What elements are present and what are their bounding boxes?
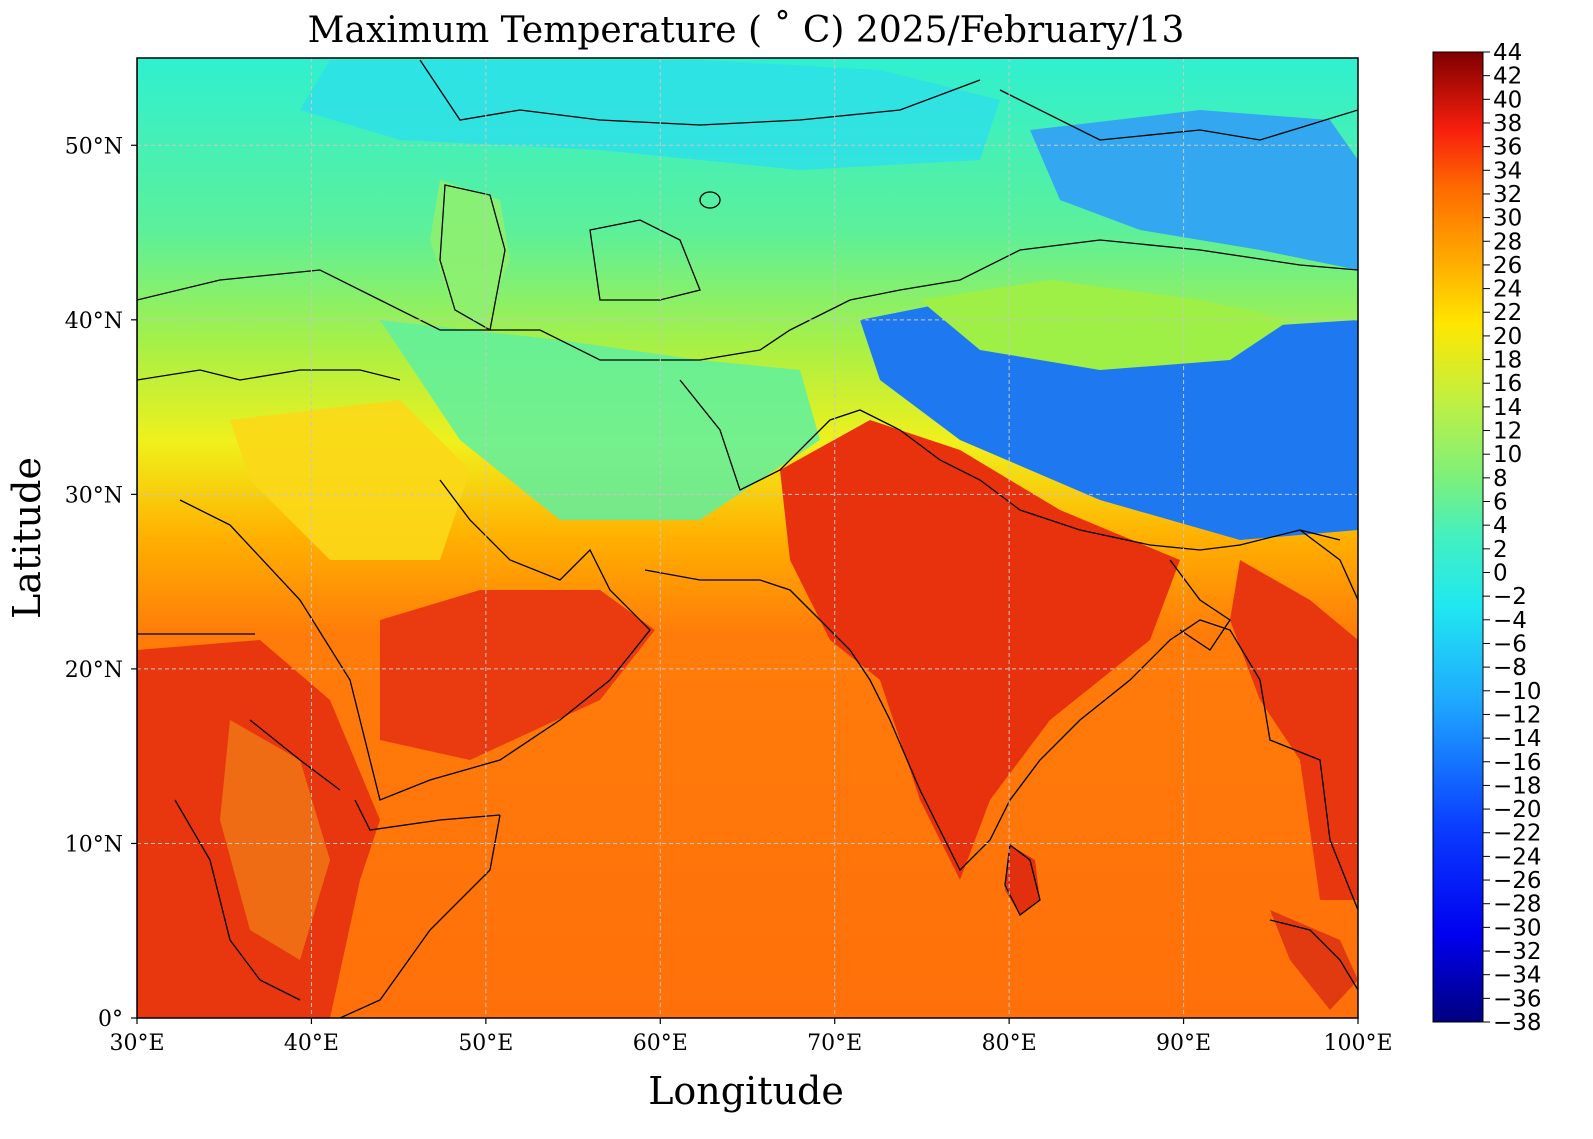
colorbar-tick-label: 40 xyxy=(1493,87,1522,113)
east-africa-highlands xyxy=(220,720,330,960)
map-gridlines xyxy=(137,58,1358,1018)
colorbar-tick-label: −4 xyxy=(1493,608,1527,634)
colorbar-tick-label: −32 xyxy=(1493,939,1542,965)
x-tick-label: 60°E xyxy=(633,1031,688,1056)
colorbar-ticks: 4442403836343230282624222018161412108642… xyxy=(1483,40,1542,1036)
colorbar-tick-label: −18 xyxy=(1493,773,1542,799)
colorbar-tick-label: 18 xyxy=(1493,348,1522,374)
colorbar-tick-label: 8 xyxy=(1493,466,1508,492)
colorbar-tick-label: 38 xyxy=(1493,111,1522,137)
y-tick-label: 50°N xyxy=(65,134,123,159)
colorbar-tick-label: 22 xyxy=(1493,300,1522,326)
y-tick-label: 40°N xyxy=(65,309,123,334)
colorbar-tick-label: 12 xyxy=(1493,419,1522,445)
y-tick-label: 20°N xyxy=(65,658,123,683)
arabia-hot-region xyxy=(380,590,655,760)
colorbar-tick-label: 14 xyxy=(1493,395,1522,421)
colorbar-tick-label: −24 xyxy=(1493,844,1542,870)
y-tick-label: 0° xyxy=(98,1007,123,1032)
y-tick-label: 30°N xyxy=(65,483,123,508)
colorbar-tick-label: 16 xyxy=(1493,371,1522,397)
map-frame xyxy=(136,57,1359,1019)
x-tick-label: 30°E xyxy=(109,1031,164,1056)
x-tick-label: 50°E xyxy=(458,1031,513,1056)
colorbar-tick-label: −34 xyxy=(1493,963,1542,989)
colorbar: 4442403836343230282624222018161412108642… xyxy=(1432,40,1542,1036)
colorbar-tick-label: −12 xyxy=(1493,702,1542,728)
colorbar-tick-label: 28 xyxy=(1493,229,1522,255)
colorbar-tick-label: −38 xyxy=(1493,1010,1542,1036)
colorbar-tick-label: −28 xyxy=(1493,892,1542,918)
colorbar-tick-label: −10 xyxy=(1493,679,1542,705)
colorbar-tick-label: 34 xyxy=(1493,158,1522,184)
colorbar-tick-label: 0 xyxy=(1493,560,1508,586)
colorbar-tick-label: 30 xyxy=(1493,206,1522,232)
colorbar-tick-label: 42 xyxy=(1493,64,1522,90)
x-tick-label: 40°E xyxy=(284,1031,339,1056)
colorbar-tick-label: −14 xyxy=(1493,726,1542,752)
indochina-hot-region xyxy=(1230,560,1358,900)
colorbar-tick-label: 2 xyxy=(1493,537,1508,563)
arabia-north xyxy=(230,400,470,560)
colorbar-tick-label: −36 xyxy=(1493,986,1542,1012)
tarim-basin-mild xyxy=(920,280,1290,370)
x-tick-label: 100°E xyxy=(1323,1031,1392,1056)
mongolia-cold xyxy=(1030,110,1358,270)
x-axis-label: Longitude xyxy=(648,1069,844,1113)
x-tick-label: 70°E xyxy=(807,1031,862,1056)
colorbar-tick-label: −30 xyxy=(1493,915,1542,941)
india-hot-region xyxy=(780,420,1180,880)
figure-title: Maximum Temperature ( ˚ C) 2025/February… xyxy=(308,10,1185,51)
kazakhstan-cool xyxy=(300,60,1000,170)
colorbar-tick-label: −26 xyxy=(1493,868,1542,894)
x-tick-label: 80°E xyxy=(982,1031,1037,1056)
colorbar-tick-label: 4 xyxy=(1493,513,1508,539)
coastlines-and-borders xyxy=(137,58,1358,1018)
map-area xyxy=(137,58,1358,1018)
colorbar-tick-label: 20 xyxy=(1493,324,1522,350)
colorbar-tick-label: −2 xyxy=(1493,584,1527,610)
tibetan-plateau-cold xyxy=(860,300,1358,540)
colorbar-tick-label: 32 xyxy=(1493,182,1522,208)
iran-plateau-cool xyxy=(380,320,820,520)
malay-peninsula xyxy=(1270,910,1358,1010)
x-tick-label: 90°E xyxy=(1156,1031,1211,1056)
colorbar-tick-label: −6 xyxy=(1493,631,1527,657)
colorbar-gradient xyxy=(1432,51,1484,1023)
x-axis-ticks: 30°E 40°E 50°E 60°E 70°E 80°E 90°E 100°E xyxy=(109,1018,1393,1056)
colorbar-tick-label: 44 xyxy=(1493,40,1522,66)
colorbar-tick-label: −20 xyxy=(1493,797,1542,823)
colorbar-tick-label: 6 xyxy=(1493,490,1508,516)
colorbar-tick-label: 26 xyxy=(1493,253,1522,279)
colorbar-tick-label: 10 xyxy=(1493,442,1522,468)
y-axis-label: Latitude xyxy=(5,457,49,619)
colorbar-tick-label: 36 xyxy=(1493,135,1522,161)
y-tick-label: 10°N xyxy=(65,832,123,857)
colorbar-tick-label: −8 xyxy=(1493,655,1527,681)
y-axis-ticks: 0° 10°N 20°N 30°N 40°N 50°N xyxy=(65,134,137,1032)
colorbar-tick-label: 24 xyxy=(1493,277,1522,303)
colorbar-tick-label: −22 xyxy=(1493,821,1542,847)
colorbar-tick-label: −16 xyxy=(1493,750,1542,776)
